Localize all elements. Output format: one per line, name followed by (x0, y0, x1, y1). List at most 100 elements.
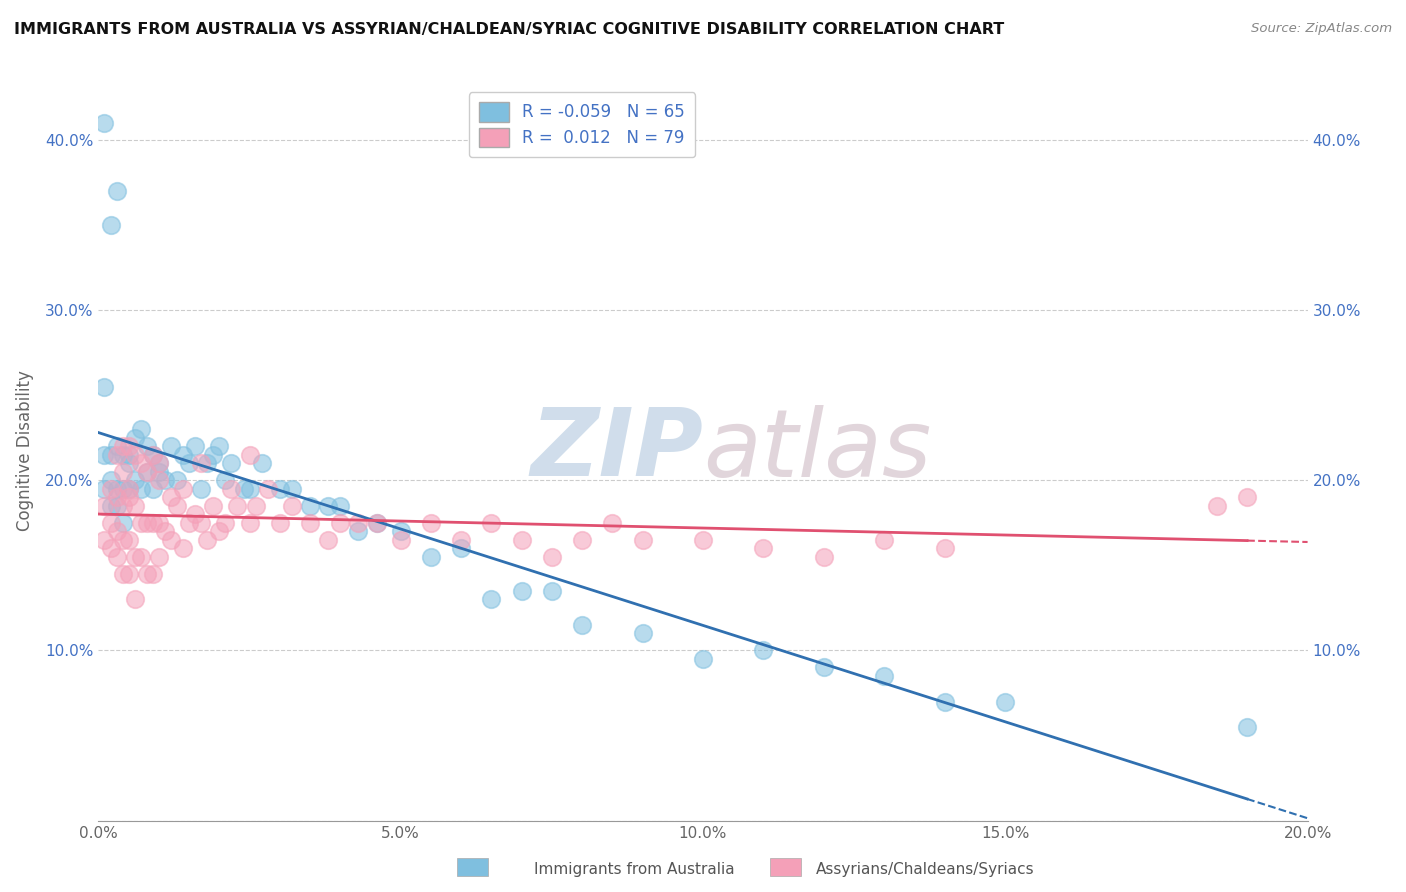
Point (111, 533, 134, 547)
Point (481, 592, 503, 607)
Point (510, 583, 533, 598)
Point (994, 694, 1017, 708)
Point (93, 499, 115, 513)
Point (100, 541, 122, 556)
Point (299, 499, 322, 513)
Point (190, 516, 212, 530)
Point (692, 652, 714, 666)
Point (129, 549, 152, 564)
Point (1236, 490, 1258, 504)
Point (1236, 720, 1258, 734)
Point (118, 448, 141, 462)
Point (100, 499, 122, 513)
Point (100, 473, 122, 487)
Point (232, 482, 254, 496)
Point (129, 422, 152, 436)
Point (100, 482, 122, 496)
Point (100, 448, 122, 462)
Point (214, 473, 236, 487)
Point (347, 524, 370, 539)
Point (118, 456, 141, 470)
Point (813, 549, 835, 564)
Point (124, 499, 146, 513)
Point (239, 516, 262, 530)
Point (129, 456, 152, 470)
Point (118, 533, 141, 547)
Point (934, 541, 956, 556)
Point (148, 465, 170, 479)
Point (142, 566, 165, 581)
Point (366, 516, 388, 530)
Point (245, 499, 267, 513)
Point (105, 439, 128, 453)
Point (256, 482, 278, 496)
Point (111, 482, 134, 496)
Point (329, 516, 352, 530)
Point (118, 482, 141, 496)
Point (135, 516, 157, 530)
Point (221, 456, 243, 470)
Point (93, 533, 115, 547)
Point (166, 499, 188, 513)
Point (166, 473, 188, 487)
Point (752, 643, 775, 657)
Point (179, 516, 201, 530)
Point (118, 482, 141, 496)
Point (124, 549, 146, 564)
Point (316, 533, 339, 547)
Point (208, 524, 231, 539)
Point (142, 448, 165, 462)
Point (135, 465, 157, 479)
Point (239, 482, 262, 496)
Point (366, 516, 388, 530)
Text: Source: ZipAtlas.com: Source: ZipAtlas.com (1251, 22, 1392, 36)
Point (172, 448, 194, 462)
Point (118, 566, 141, 581)
Point (813, 660, 835, 674)
Point (602, 516, 624, 530)
Point (221, 482, 243, 496)
Point (172, 482, 194, 496)
Point (118, 439, 141, 453)
Point (347, 516, 370, 530)
Point (631, 626, 654, 640)
Point (934, 694, 956, 708)
Point (93, 379, 115, 393)
Point (124, 448, 146, 462)
Point (118, 490, 141, 504)
Point (124, 473, 146, 487)
Point (184, 508, 207, 522)
Point (111, 566, 134, 581)
Point (93, 482, 115, 496)
Point (93, 448, 115, 462)
Point (129, 482, 152, 496)
Point (510, 533, 533, 547)
Point (148, 549, 170, 564)
Point (160, 439, 183, 453)
Point (105, 482, 128, 496)
Point (148, 456, 170, 470)
Point (100, 516, 122, 530)
Point (389, 524, 412, 539)
Point (208, 439, 231, 453)
Y-axis label: Cognitive Disability: Cognitive Disability (15, 370, 34, 531)
Point (111, 499, 134, 513)
Point (142, 516, 165, 530)
Point (111, 465, 134, 479)
Text: Immigrants from Australia: Immigrants from Australia (534, 863, 735, 877)
Point (190, 456, 212, 470)
Point (329, 499, 352, 513)
Point (184, 439, 207, 453)
Point (281, 499, 304, 513)
Point (420, 516, 443, 530)
Text: atlas: atlas (703, 405, 931, 496)
Point (873, 533, 896, 547)
Point (111, 516, 134, 530)
Point (692, 533, 714, 547)
Point (1206, 499, 1229, 513)
Point (631, 533, 654, 547)
Point (105, 524, 128, 539)
Point (135, 566, 157, 581)
Point (269, 482, 291, 496)
Point (148, 456, 170, 470)
